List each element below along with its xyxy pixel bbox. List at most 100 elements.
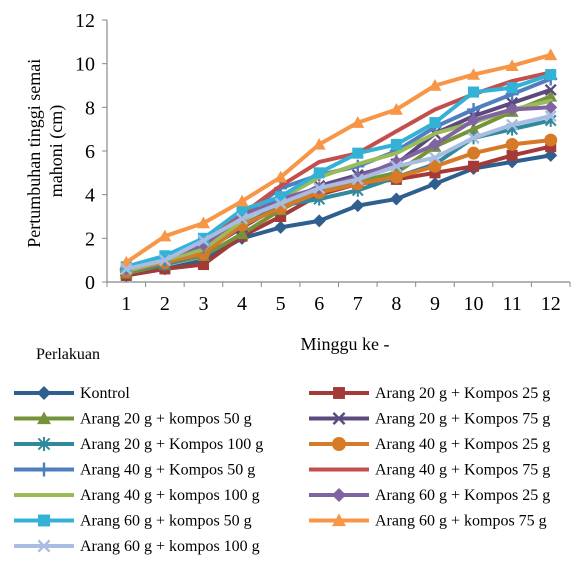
y-tick-label: 8 <box>85 97 95 119</box>
x-axis-title: Minggu ke - <box>301 334 390 354</box>
square-marker <box>429 117 441 129</box>
data-point <box>505 137 519 151</box>
legend-item: Arang 20 g + kompos 50 g <box>14 411 252 428</box>
triangle-marker <box>467 122 481 135</box>
legend-marker <box>332 488 346 502</box>
diamond-marker <box>351 199 365 213</box>
x-tick-label: 1 <box>121 293 131 315</box>
legend-label: Arang 60 g + kompos 50 g <box>80 513 252 530</box>
data-point <box>235 194 249 207</box>
data-point <box>428 79 442 91</box>
legend-item: Arang 60 g + Kompos 25 g <box>309 487 550 504</box>
x-marker <box>274 197 287 210</box>
x-tick-label: 11 <box>502 293 521 315</box>
x-marker <box>506 96 519 110</box>
legend-item: Arang 60 g + kompos 100 g <box>14 538 260 555</box>
data-point <box>389 103 403 115</box>
diamond-marker <box>544 100 558 114</box>
data-point <box>120 262 133 275</box>
triangle-marker <box>235 227 249 240</box>
square-marker <box>236 204 248 216</box>
circle-marker <box>389 170 403 184</box>
y-axis-title: Pertumbuhan tinggi semai mahoni (cm) <box>24 54 67 247</box>
triangle-marker <box>544 48 558 61</box>
series-group <box>119 48 558 268</box>
data-point <box>544 89 558 102</box>
square-marker <box>506 82 518 94</box>
x-marker <box>428 151 442 164</box>
triangle-marker <box>196 216 210 229</box>
data-point <box>506 82 518 94</box>
data-point <box>274 220 288 234</box>
legend-label: Arang 20 g + Kompos 75 g <box>375 411 550 428</box>
data-point <box>428 137 442 151</box>
series-line <box>124 114 553 271</box>
data-point <box>236 204 248 216</box>
data-point <box>389 170 403 184</box>
legend-label: Arang 40 g + Kompos 50 g <box>80 462 255 479</box>
data-point <box>544 100 558 114</box>
y-tick-label: 12 <box>75 10 95 32</box>
data-point <box>428 159 442 173</box>
data-point <box>352 147 364 159</box>
data-point <box>389 192 403 206</box>
legend-label: Arang 20 g + kompos 50 g <box>80 411 252 428</box>
y-axis-title-line-1: Pertumbuhan tinggi semai <box>24 59 44 248</box>
legend-item: Arang 40 g + Kompos 25 g <box>309 436 550 453</box>
legend-label: Arang 40 g + Kompos 25 g <box>375 436 550 453</box>
y-tick-label: 4 <box>85 185 95 207</box>
x-tick-label: 9 <box>430 293 440 315</box>
series-line <box>124 153 553 278</box>
data-point <box>159 250 171 262</box>
x-tick-label: 3 <box>198 293 208 315</box>
legend-label: Arang 40 g + Kompos 75 g <box>375 462 550 479</box>
legend-item: Arang 20 g + Kompos 100 g <box>14 436 263 453</box>
data-point <box>313 167 325 179</box>
chart-series <box>119 48 558 282</box>
x-marker <box>390 160 403 173</box>
x-marker <box>351 173 364 186</box>
data-point <box>506 96 519 110</box>
y-tick-label: 2 <box>85 228 95 250</box>
square-marker <box>390 138 402 150</box>
triangle-marker <box>332 513 346 527</box>
x-tick-label: 12 <box>541 293 561 315</box>
legend-item: Kontrol <box>14 385 130 402</box>
diamond-marker <box>312 214 326 228</box>
triangle-marker <box>312 137 326 150</box>
legend-marker <box>37 539 51 553</box>
legend-marker <box>332 412 346 425</box>
data-point <box>196 216 210 229</box>
diamond-marker <box>467 113 481 127</box>
triangle-marker <box>544 89 558 102</box>
legend-item: Arang 60 g + kompos 50 g <box>14 513 252 530</box>
triangle-marker <box>158 229 172 242</box>
data-point <box>390 138 402 150</box>
data-point <box>468 160 480 172</box>
x-marker <box>506 118 519 131</box>
circle-marker <box>544 133 558 147</box>
data-point <box>274 170 288 183</box>
x-tick-label: 4 <box>237 293 247 315</box>
diamond-marker <box>389 192 403 206</box>
square-marker <box>313 167 325 179</box>
data-point <box>275 191 287 203</box>
plus-marker <box>467 103 481 117</box>
x-marker <box>313 182 326 195</box>
data-point <box>544 133 558 147</box>
series-line <box>124 138 553 274</box>
data-point <box>428 151 442 164</box>
data-point <box>544 83 557 96</box>
triangle-marker <box>428 79 442 91</box>
data-point <box>468 86 480 98</box>
diamond-marker <box>505 103 519 117</box>
x-tick-label: 7 <box>353 293 363 315</box>
data-point <box>275 210 287 223</box>
data-point <box>158 254 171 267</box>
circle-marker <box>467 146 481 160</box>
data-point <box>197 234 210 247</box>
square-marker <box>506 149 518 161</box>
chart-legend: Kontrol Arang 20 g + Kompos 25 g Arang 20 … <box>14 385 550 555</box>
